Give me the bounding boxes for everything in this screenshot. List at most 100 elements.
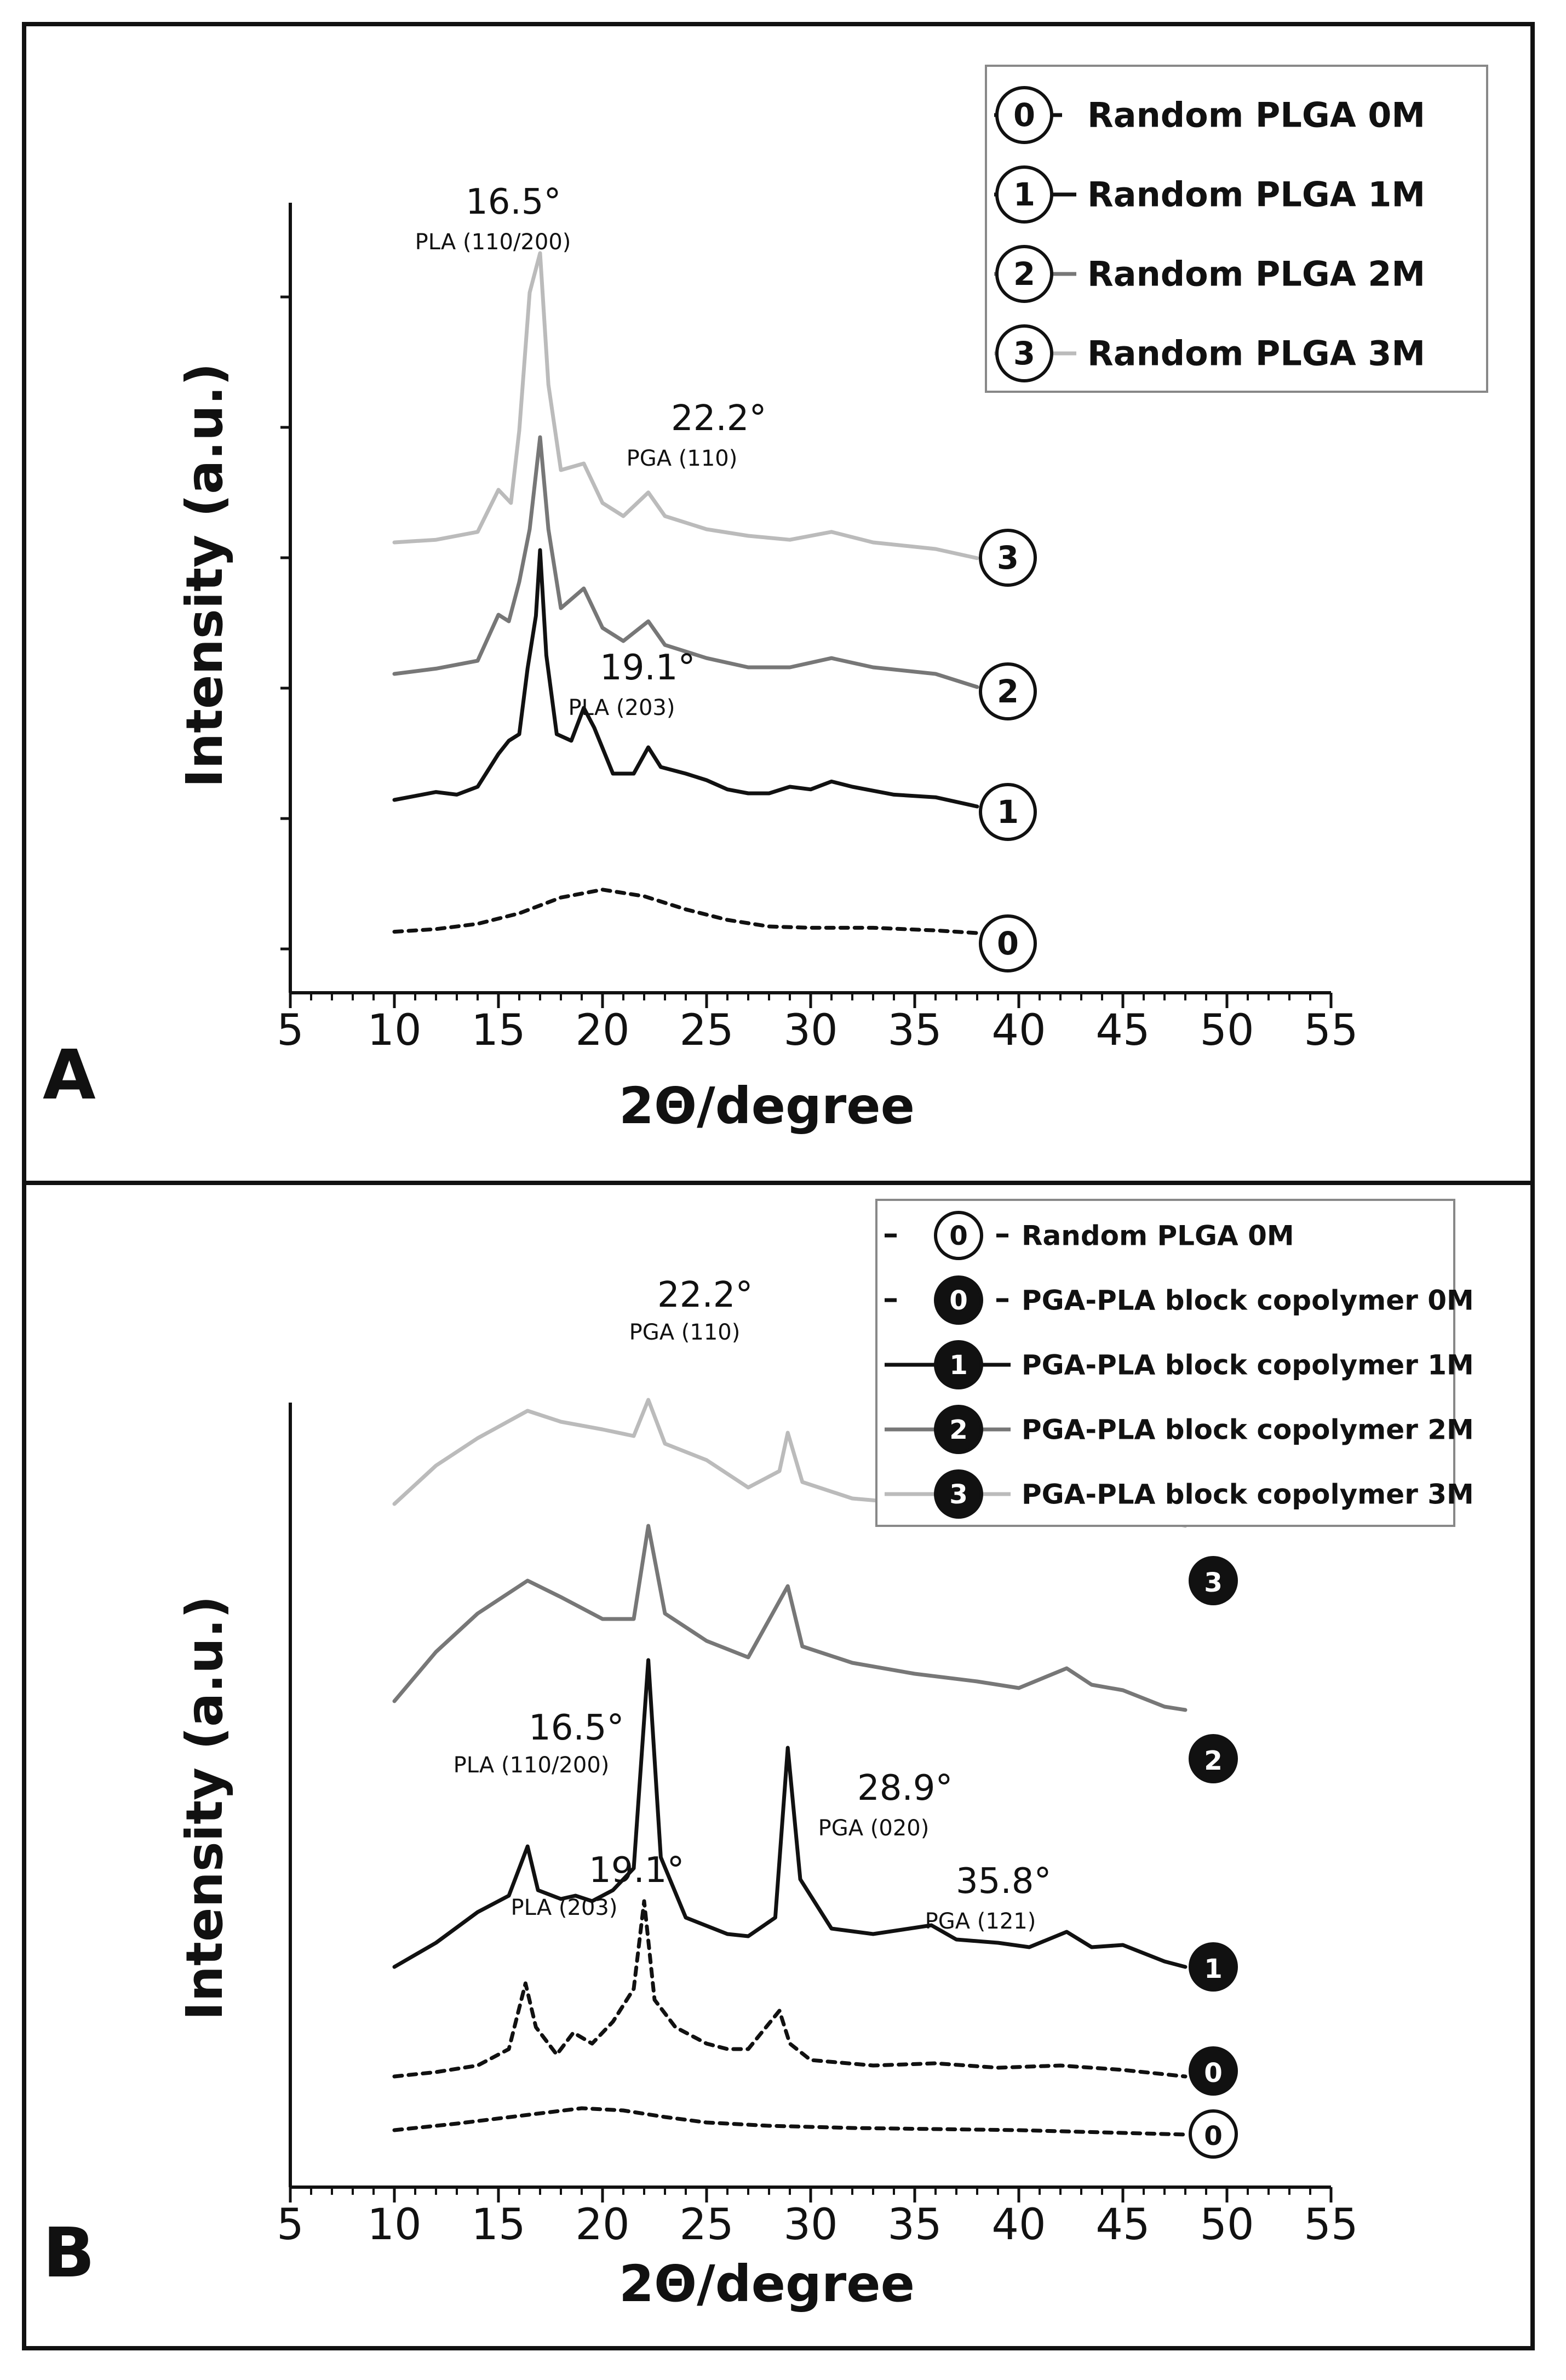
series-line-2 xyxy=(392,435,979,689)
badge-number: 0 xyxy=(997,925,1019,962)
badge-circle xyxy=(1189,1556,1238,1605)
x-tick-label: 30 xyxy=(783,2200,838,2250)
series-line-dashed-0 xyxy=(392,2106,1188,2137)
legend-item: 1 Random PLGA 1M xyxy=(994,165,1425,224)
x-tick-label: 55 xyxy=(1304,1006,1358,1055)
legend-item: 0 PGA-PLA block copolymer 0M xyxy=(885,1275,1474,1325)
x-tick-label: 5 xyxy=(277,1006,304,1055)
peak-plane-label: PGA (110) xyxy=(629,1320,741,1345)
legend-badge-number: 2 xyxy=(1013,256,1035,293)
x-tick-label: 35 xyxy=(887,2200,942,2250)
badge-circle xyxy=(979,662,1037,720)
series-line-dashed-0 xyxy=(392,888,979,935)
legend-badge-number: 0 xyxy=(1013,97,1035,134)
axes: 5 10 15 20 25 30 35 40 45 50 55 xyxy=(277,203,1358,1055)
x-tick-label: 40 xyxy=(991,2200,1046,2250)
y-axis-label: Intensity (a.u.) xyxy=(175,363,234,787)
peak-angle-label: 16.5° xyxy=(529,1708,624,1748)
badge-number: 1 xyxy=(997,794,1019,831)
x-tick-label: 10 xyxy=(367,2200,421,2250)
panel-label-b: B xyxy=(43,2213,95,2293)
peak-angle-label: 35.8° xyxy=(956,1861,1052,1902)
legend-badge-circle xyxy=(995,165,1053,224)
badge-number: 3 xyxy=(1204,1567,1223,1598)
x-axis-label: 2Θ/degree xyxy=(619,1077,915,1135)
legend-item: 3 Random PLGA 3M xyxy=(994,324,1425,382)
axes: 5 10 15 20 25 30 35 40 45 50 55 xyxy=(277,1403,1358,2250)
x-axis-label: 2Θ/degree xyxy=(619,2255,915,2313)
badge-number: 0 xyxy=(1204,2121,1223,2152)
legend-item: 2 Random PLGA 2M xyxy=(994,245,1425,303)
legend-badge-number: 1 xyxy=(1013,176,1035,213)
legend-badge-number: 0 xyxy=(949,1285,968,1316)
peak-plane-label: PGA (121) xyxy=(925,1909,1036,1934)
legend-item: 1 PGA-PLA block copolymer 1M xyxy=(885,1340,1474,1389)
legend-label: Random PLGA 3M xyxy=(1087,334,1425,374)
x-tick-label: 30 xyxy=(783,1006,838,1055)
badge-circle xyxy=(1189,2046,1238,2096)
series-end-badge: 0 xyxy=(979,914,1037,972)
peak-plane-label: PLA (203) xyxy=(569,695,675,720)
peak-angle-label: 16.5° xyxy=(466,182,561,222)
series-line-1 xyxy=(392,548,979,809)
peak-plane-label: PLA (110/200) xyxy=(454,1753,610,1778)
badge-circle xyxy=(1189,1734,1238,1783)
y-axis-label: Intensity (a.u.) xyxy=(175,1595,234,2020)
legend-badge-circle xyxy=(934,1275,983,1325)
series-line-1 xyxy=(392,1658,1188,1969)
legend-item: 0 Random PLGA 0M xyxy=(994,86,1425,144)
x-tick-label: 50 xyxy=(1200,2200,1254,2250)
legend-label: PGA-PLA block copolymer 3M xyxy=(1022,1479,1474,1511)
legend-label: Random PLGA 0M xyxy=(1022,1220,1294,1252)
peak-angle-label: 28.9° xyxy=(857,1768,953,1809)
badge-circle xyxy=(979,783,1037,841)
x-tick-label: 55 xyxy=(1304,2200,1358,2250)
legend-badge-circle xyxy=(934,1211,983,1260)
peak-plane-label: PGA (020) xyxy=(818,1816,930,1841)
panel-divider xyxy=(22,1181,1535,1185)
badge-circle xyxy=(979,529,1037,587)
legend-label: Random PLGA 0M xyxy=(1087,95,1425,135)
legend-label: Random PLGA 2M xyxy=(1087,254,1425,294)
legend: 0 Random PLGA 0M 0 PGA-PLA block copolymer … xyxy=(875,1199,1474,1527)
badge-circle xyxy=(1189,1942,1238,1992)
legend-box xyxy=(985,65,1488,393)
legend-label: PGA-PLA block copolymer 2M xyxy=(1022,1414,1474,1446)
x-tick-label: 25 xyxy=(679,2200,733,2250)
badge-number: 3 xyxy=(997,540,1019,576)
x-tick-label: 50 xyxy=(1200,1006,1254,1055)
peak-plane-label: PLA (203) xyxy=(511,1895,618,1920)
series-end-badge: 3 xyxy=(1189,1556,1238,1605)
legend-badge-number: 3 xyxy=(1013,335,1035,372)
peak-angle-label: 22.2° xyxy=(657,1275,753,1315)
x-tick-label: 45 xyxy=(1095,1006,1150,1055)
legend-badge-number: 1 xyxy=(949,1350,968,1381)
x-tick-label: 5 xyxy=(277,2200,304,2250)
legend-label: Random PLGA 1M xyxy=(1087,175,1425,215)
series-end-badge: 0 xyxy=(1189,2109,1238,2159)
badge-number: 2 xyxy=(1204,1746,1223,1776)
peak-angle-label: 19.1° xyxy=(589,1850,685,1891)
legend-label: PGA-PLA block copolymer 0M xyxy=(1022,1285,1474,1317)
x-tick-label: 35 xyxy=(887,1006,942,1055)
peak-angle-label: 19.1° xyxy=(600,648,696,688)
legend-badge-circle xyxy=(995,324,1053,382)
series-end-badge: 2 xyxy=(1189,1734,1238,1783)
x-tick-label: 20 xyxy=(575,1006,629,1055)
badge-number: 0 xyxy=(1204,2058,1223,2089)
series-end-badge: 0 xyxy=(1189,2046,1238,2096)
legend-badge-circle xyxy=(934,1405,983,1454)
series-end-badge: 1 xyxy=(1189,1942,1238,1992)
legend-label: PGA-PLA block copolymer 1M xyxy=(1022,1349,1474,1381)
x-tick-label: 40 xyxy=(991,1006,1046,1055)
badge-circle xyxy=(1189,2109,1238,2159)
legend-badge-circle xyxy=(995,86,1053,144)
x-tick-label: 10 xyxy=(367,1006,421,1055)
legend-item: 0 Random PLGA 0M xyxy=(885,1211,1294,1260)
legend-badge-number: 2 xyxy=(949,1415,968,1445)
series-line-dashed-0 xyxy=(392,1899,1188,2079)
peak-plane-label: PGA (110) xyxy=(627,446,738,471)
x-tick-label: 45 xyxy=(1095,2200,1150,2250)
